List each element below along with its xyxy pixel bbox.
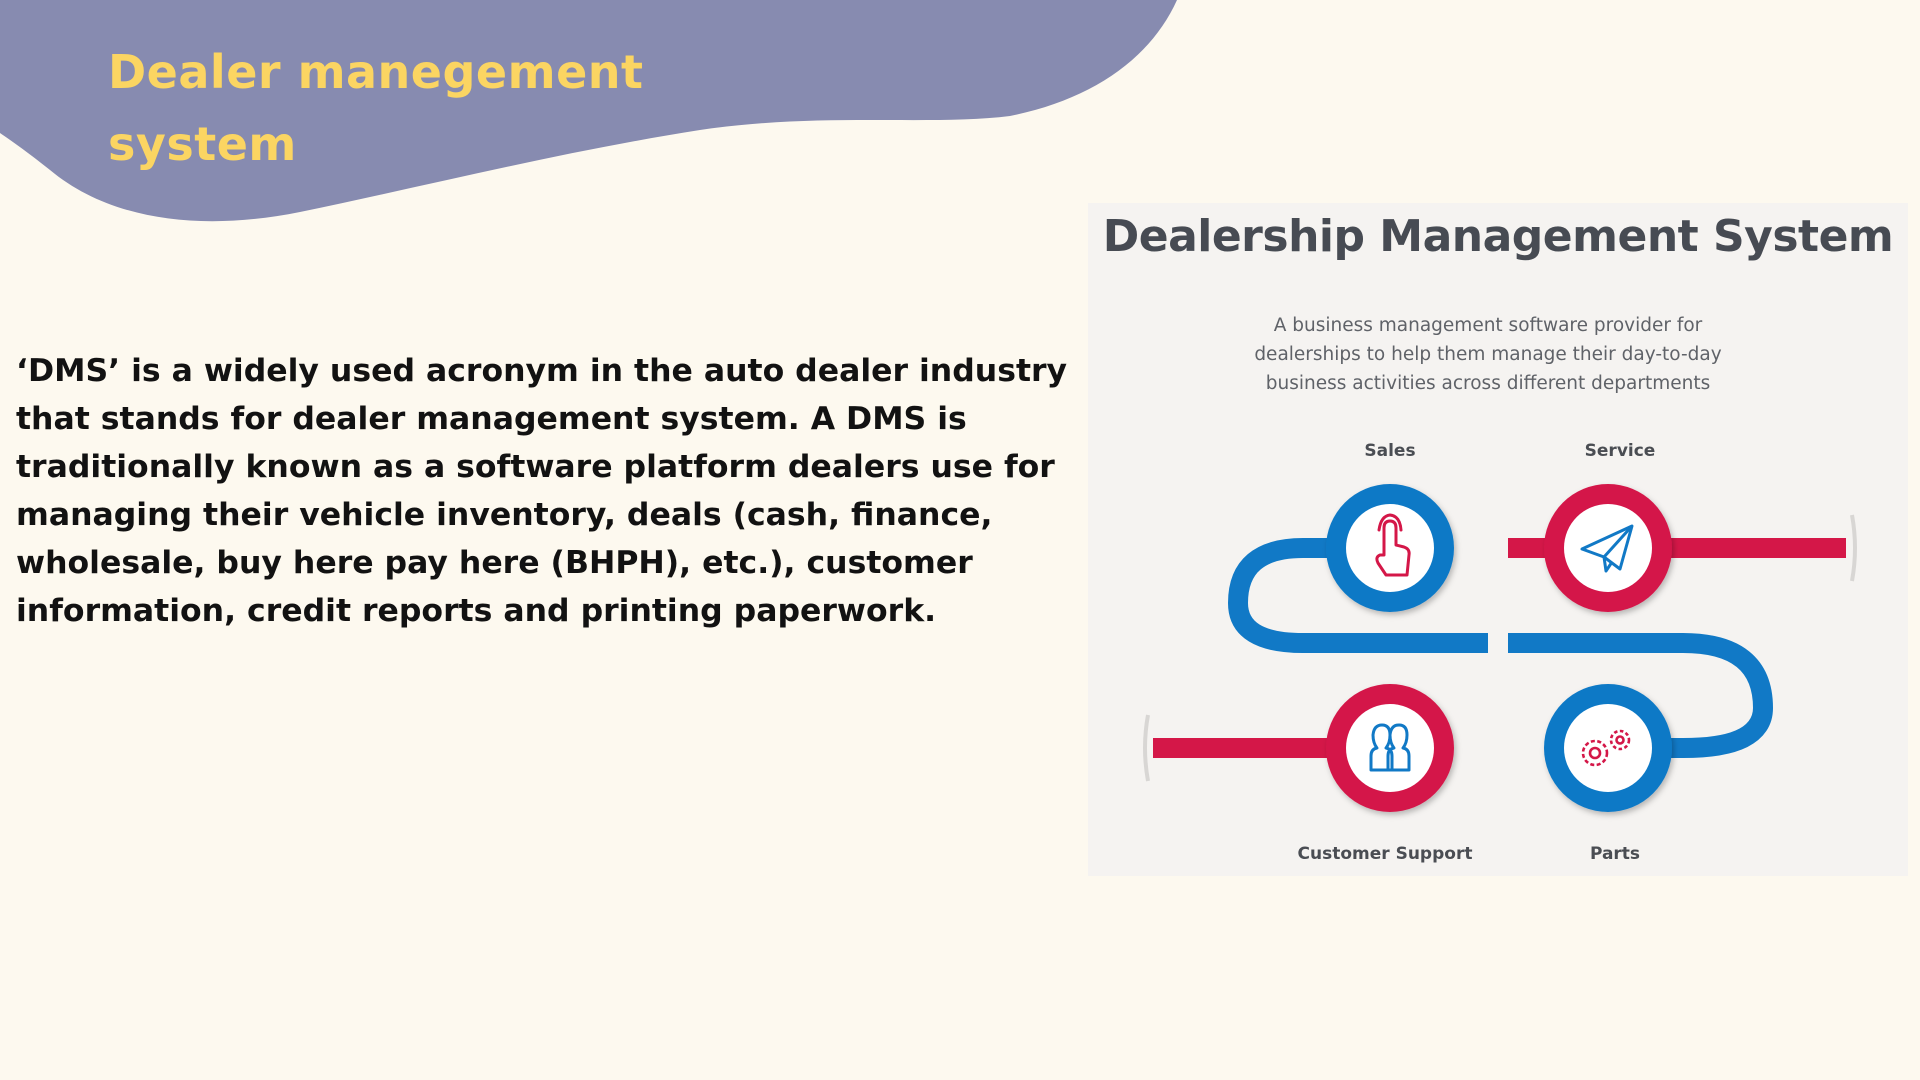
dms-infographic: Dealership Management System A business … — [1088, 203, 1908, 876]
gears-icon — [1581, 729, 1631, 767]
infographic-title: Dealership Management System — [1102, 211, 1894, 262]
node-sales — [1326, 484, 1454, 612]
node-customer-support — [1326, 684, 1454, 812]
node-parts — [1544, 684, 1672, 812]
blue-connector — [1227, 538, 1774, 758]
left-end-cap — [1143, 714, 1150, 782]
infographic-graphic — [1143, 484, 1857, 812]
hand-pointer-icon — [1375, 513, 1411, 577]
users-icon — [1369, 723, 1411, 772]
label-parts: Parts — [1589, 844, 1641, 864]
label-customer-support: Customer Support — [1297, 844, 1473, 864]
label-sales: Sales — [1364, 441, 1416, 461]
body-paragraph: ‘DMS’ is a widely used acronym in the au… — [16, 353, 1068, 629]
paper-plane-icon — [1580, 524, 1634, 573]
right-end-cap — [1850, 514, 1857, 582]
slide-title: Dealer manegement system — [108, 45, 644, 171]
header-blob-shape — [0, 0, 1177, 222]
infographic-description: A business management software provider … — [1254, 315, 1722, 394]
node-service — [1544, 484, 1672, 612]
label-service: Service — [1584, 441, 1656, 461]
